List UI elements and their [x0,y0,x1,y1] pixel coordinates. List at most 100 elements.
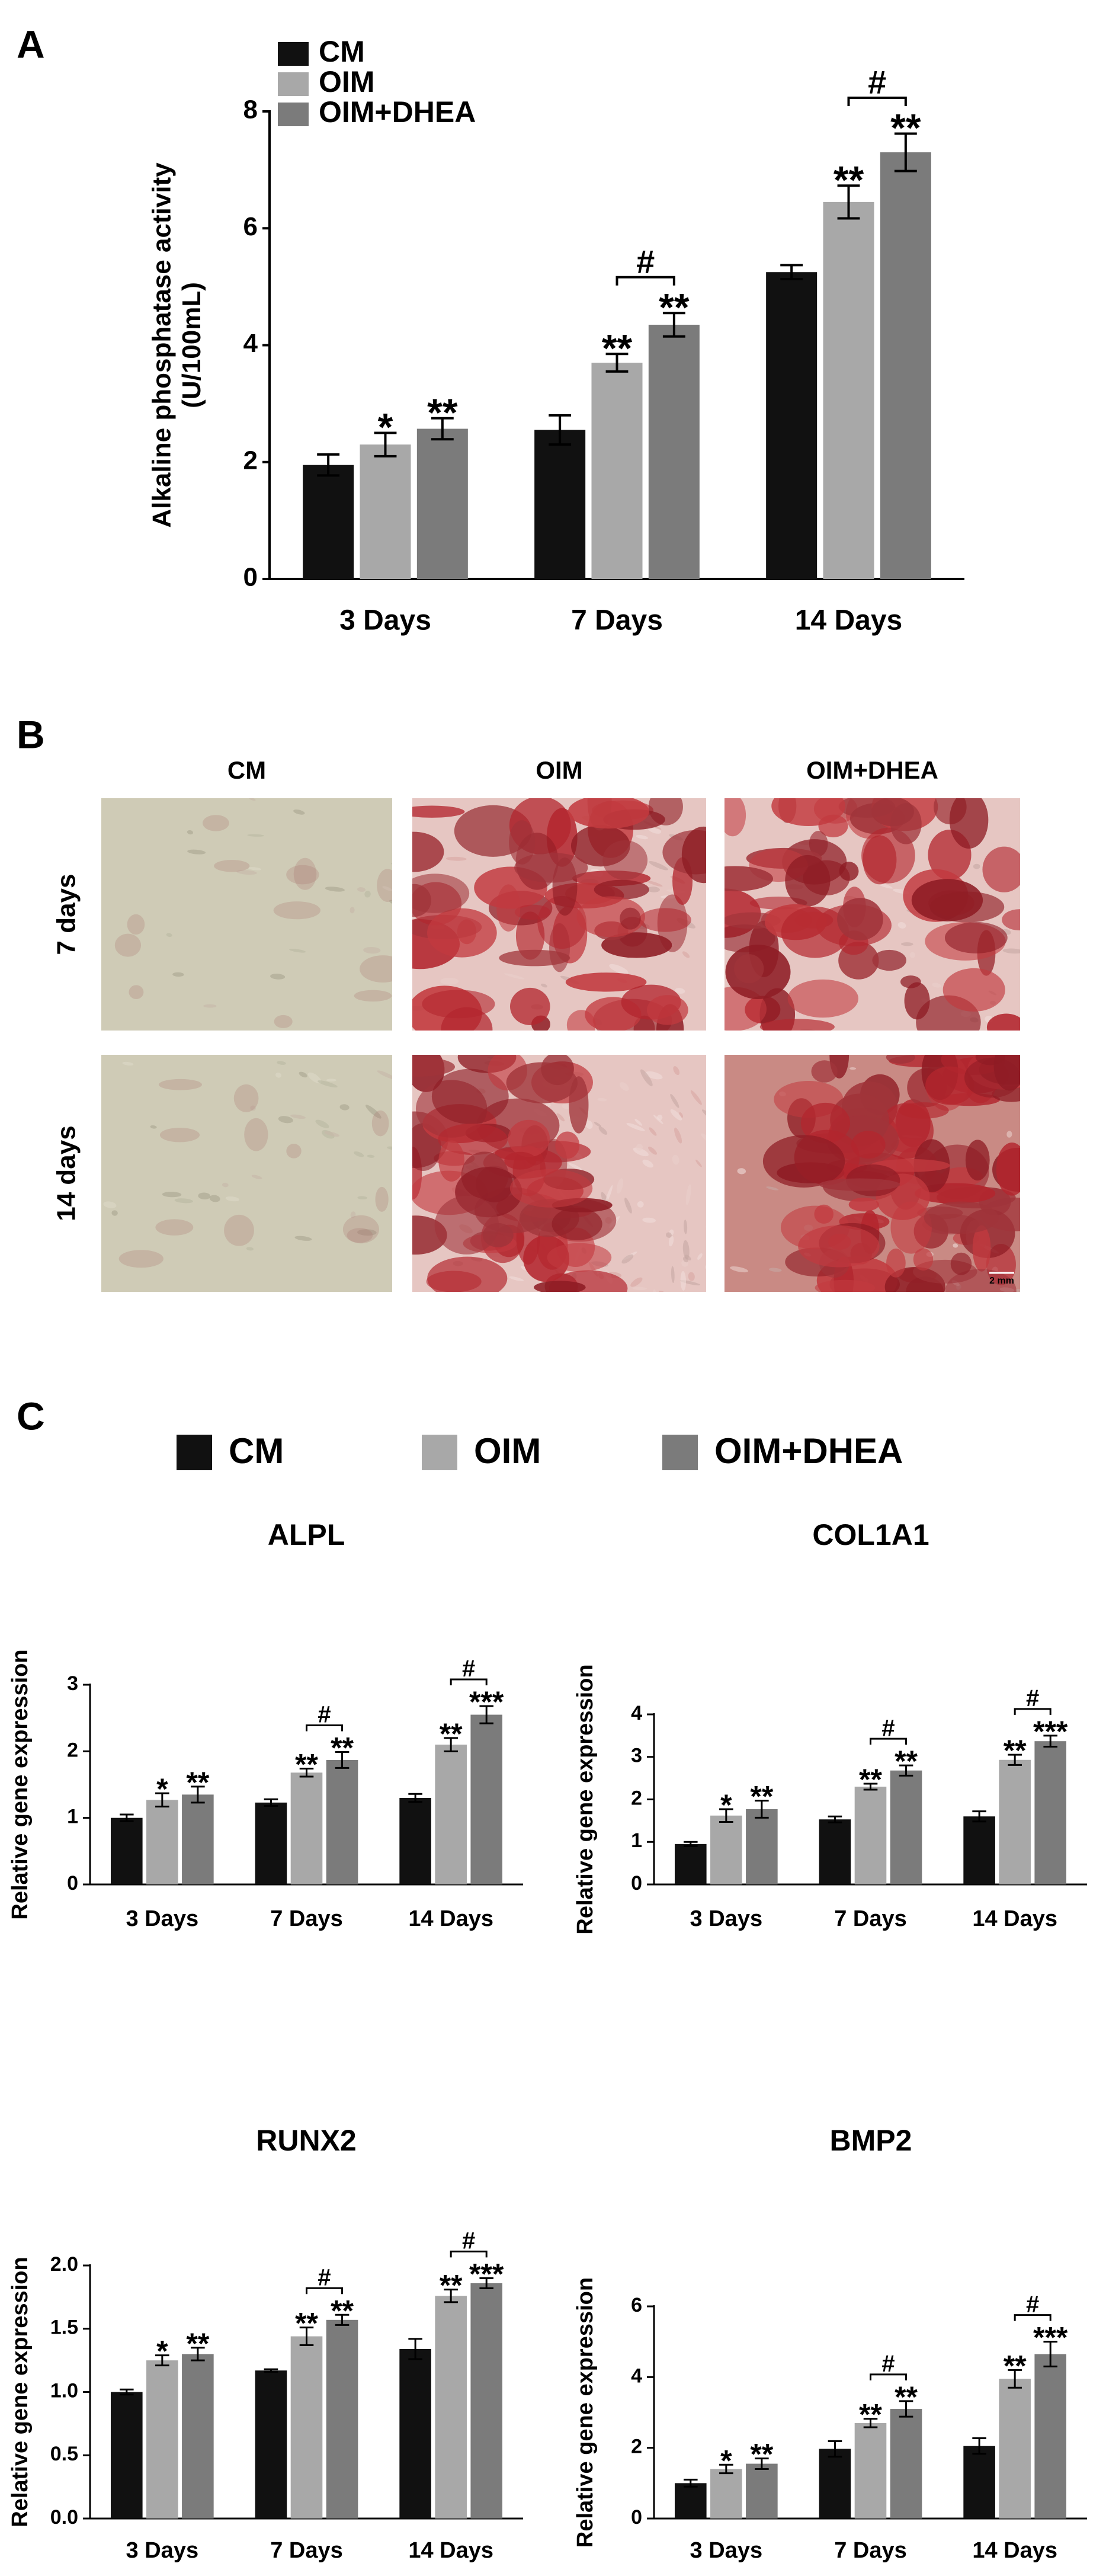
cell-texture [542,1350,553,1357]
cell-texture [162,1192,182,1198]
cell-texture [716,1011,725,1025]
stain [509,820,536,865]
cell-texture [740,1729,752,1735]
cell-texture [267,1630,282,1647]
x-tick-label: 3 Days [339,605,431,636]
stain [924,1201,999,1234]
cell-texture [584,1307,591,1313]
cell-texture [642,1724,651,1733]
cell-texture [326,1079,336,1082]
bar [648,324,700,579]
y-tick-label: 6 [631,2294,642,2316]
cell-texture [672,1698,679,1704]
cell-texture [560,1811,572,1827]
cell-texture [560,1384,581,1388]
cell-texture [586,1484,594,1490]
cell-texture [649,1293,663,1312]
cell-texture [1033,1345,1040,1365]
cell-texture [680,1271,687,1291]
cell-texture [1023,1264,1034,1274]
cell-texture [932,1314,941,1324]
cell-texture [1088,1410,1098,1425]
legend-label: OIM+DHEA [714,1431,903,1471]
cell-texture [710,847,714,855]
cell-texture [760,1682,769,1690]
cell-texture [911,1639,926,1647]
y-tick-label: 3 [631,1745,642,1767]
cell-texture [1078,1129,1092,1141]
stain [347,1228,373,1243]
stain [555,1131,580,1159]
chart-title: ALPL [268,1518,345,1551]
cell-texture [339,1361,349,1366]
cell-texture [687,1756,697,1775]
legend-swatch [177,1435,212,1470]
cell-texture [406,1045,427,1056]
cell-texture [231,1689,241,1694]
cell-texture [1024,1115,1029,1134]
stain [762,1135,845,1188]
error-bar [120,2388,134,2396]
cell-texture [559,1668,570,1684]
cell-texture [182,1515,194,1524]
cell-texture [668,1313,675,1324]
cell-texture [350,1211,356,1218]
cell-texture [766,767,772,779]
cell-texture [638,1398,649,1402]
cell-texture [1036,1059,1049,1078]
cell-texture [900,942,913,946]
cell-texture [1087,1426,1101,1437]
cell-texture [243,1472,250,1479]
cell-texture [681,1291,700,1300]
bar [591,363,643,579]
cell-texture [610,1465,620,1473]
stain [375,1186,389,1212]
stain [514,852,588,883]
cell-texture [620,1791,630,1803]
cell-texture [953,1243,958,1248]
cell-texture [103,1201,117,1208]
cell-texture [1092,977,1106,990]
cell-texture [325,887,345,892]
cell-texture [888,1327,905,1335]
cell-texture [937,1576,959,1588]
cell-texture [710,891,721,908]
cell-texture [618,1335,637,1352]
cell-texture [1040,1191,1048,1199]
cell-texture [534,1416,542,1421]
y-tick-label: 3 [67,1672,78,1695]
cell-texture [270,974,286,980]
cell-texture [1040,1195,1057,1207]
cell-texture [1020,1147,1030,1159]
comparison-bracket [870,1737,908,1745]
cell-texture [564,1470,572,1483]
cell-texture [382,1542,394,1548]
comparison-bracket [847,96,907,106]
cell-texture [674,1726,684,1736]
cell-texture [1050,1209,1057,1217]
bar [255,1802,287,1884]
bar [746,1809,778,1884]
cell-texture [999,1554,1017,1565]
cell-texture [423,1345,433,1353]
cell-texture [462,1505,470,1510]
cell-texture [1036,1234,1041,1241]
cell-texture [1009,1436,1015,1441]
stain [568,798,649,829]
cell-texture [604,1775,614,1785]
significance-label: ** [859,1763,882,1796]
cell-texture [829,1340,847,1358]
cell-texture [496,1484,506,1505]
cell-texture [225,1590,241,1596]
cell-texture [859,1723,866,1742]
cell-texture [351,1458,358,1461]
cell-texture [1102,1524,1106,1531]
cell-texture [879,1672,897,1682]
cell-texture [813,1343,828,1351]
cell-texture [887,1471,894,1484]
cell-texture [695,1159,702,1167]
cell-texture [1009,1487,1025,1503]
cell-texture [1053,1275,1064,1284]
cell-texture [937,1620,956,1630]
cell-texture [1057,1681,1060,1687]
